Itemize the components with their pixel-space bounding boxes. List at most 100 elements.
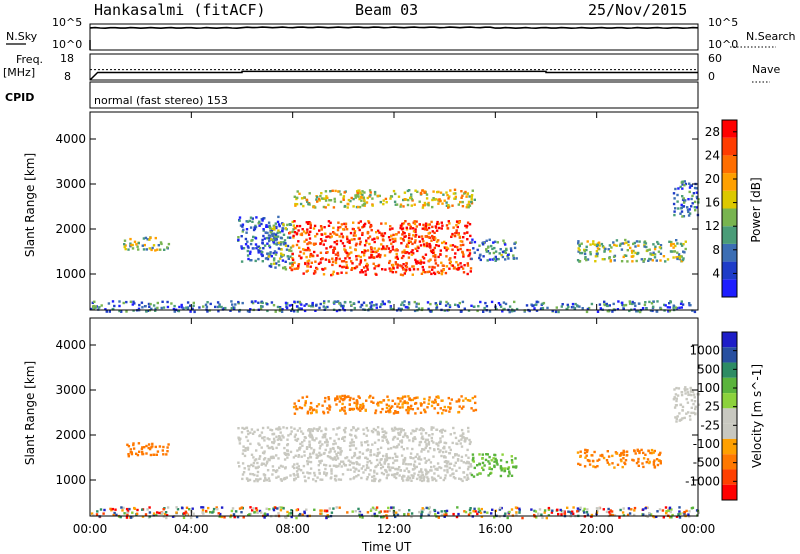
scatter-cell [613, 466, 616, 469]
scatter-cell [360, 476, 363, 480]
scatter-cell [567, 305, 570, 309]
scatter-cell [681, 215, 684, 218]
scatter-cell [299, 257, 303, 260]
scatter-cell [309, 401, 313, 405]
scatter-cell [466, 473, 469, 477]
scatter-cell [286, 452, 290, 456]
scatter-cell [658, 453, 661, 456]
scatter-cell [319, 194, 322, 198]
scatter-cell [659, 252, 663, 255]
scatter-cell [460, 265, 463, 268]
scatter-cell [510, 474, 514, 477]
scatter-cell [692, 411, 695, 415]
scatter-cell [496, 463, 499, 466]
scatter-cell [152, 304, 156, 307]
scatter-cell [294, 202, 297, 206]
scatter-cell [289, 474, 292, 477]
scatter-cell [99, 508, 103, 511]
scatter-cell [607, 507, 610, 511]
scatter-cell [249, 308, 252, 311]
scatter-cell [410, 193, 413, 196]
scatter-cell [355, 407, 359, 410]
scatter-cell [635, 240, 639, 243]
scatter-cell [467, 456, 470, 459]
scatter-cell [420, 261, 423, 264]
scatter-cell [337, 464, 340, 468]
scatter-cell [445, 509, 449, 513]
scatter-cell [336, 251, 340, 254]
scatter-cell [449, 260, 452, 263]
scatter-cell [297, 263, 301, 266]
scatter-cell [280, 479, 283, 482]
scatter-cell [238, 507, 242, 510]
scatter-cell [421, 227, 424, 230]
scatter-cell [668, 506, 672, 509]
scatter-cell [357, 189, 360, 192]
scatter-cell [361, 231, 364, 235]
scatter-cell [430, 428, 433, 431]
scatter-cell [325, 438, 328, 441]
scatter-cell [666, 306, 670, 309]
scatter-cell [401, 237, 405, 241]
scatter-cell [441, 412, 444, 415]
scatter-cell [633, 506, 637, 510]
scatter-cell [421, 237, 424, 241]
scatter-cell [152, 514, 155, 517]
scatter-cell [260, 446, 263, 449]
scatter-cell [400, 429, 403, 432]
scatter-cell [432, 271, 436, 274]
scatter-cell [676, 251, 679, 254]
scatter-cell [429, 461, 433, 464]
scatter-cell [446, 247, 450, 250]
scatter-cell [360, 196, 363, 199]
scatter-cell [272, 507, 275, 510]
scatter-cell [469, 472, 472, 475]
scatter-cell [388, 261, 391, 265]
scatter-cell [285, 305, 288, 308]
scatter-cell [657, 242, 660, 245]
scatter-cell [353, 231, 356, 235]
scatter-cell [428, 242, 431, 246]
scatter-cell [425, 228, 429, 231]
scatter-cell [251, 473, 255, 476]
scatter-cell [255, 247, 258, 250]
scatter-cell [456, 268, 460, 271]
scatter-cell [466, 468, 470, 471]
scatter-cell [622, 242, 626, 245]
scatter-cell [677, 207, 680, 210]
scatter-cell [566, 303, 569, 307]
scatter-cell [460, 445, 464, 448]
scatter-cell [473, 240, 477, 244]
scatter-cell [294, 454, 297, 457]
scatter-cell [230, 300, 233, 303]
scatter-cell [396, 437, 399, 440]
scatter-cell [263, 436, 266, 439]
scatter-cell [423, 397, 426, 401]
scatter-cell [295, 516, 298, 520]
velocity-colorbar-swatch [722, 347, 737, 363]
scatter-cell [280, 248, 283, 251]
scatter-cell [360, 199, 363, 202]
scatter-cell [368, 195, 371, 198]
scatter-cell [310, 447, 313, 450]
scatter-cell [303, 454, 306, 457]
scatter-cell [319, 478, 322, 481]
scatter-cell [683, 180, 686, 183]
scatter-cell [391, 429, 394, 432]
scatter-cell [407, 395, 410, 398]
scatter-cell [220, 506, 224, 509]
scatter-cell [202, 305, 205, 308]
scatter-cell [641, 462, 644, 465]
scatter-cell [377, 194, 380, 198]
scatter-cell [391, 237, 394, 241]
scatter-cell [620, 260, 624, 263]
scatter-cell [583, 451, 587, 455]
scatter-cell [644, 453, 647, 456]
scatter-cell [391, 248, 395, 251]
scatter-region-8 [672, 180, 700, 218]
scatter-cell [309, 253, 312, 256]
scatter-cell [598, 458, 601, 461]
scatter-cell [449, 244, 452, 247]
scatter-cell [433, 266, 436, 269]
scatter-cell [266, 437, 269, 440]
